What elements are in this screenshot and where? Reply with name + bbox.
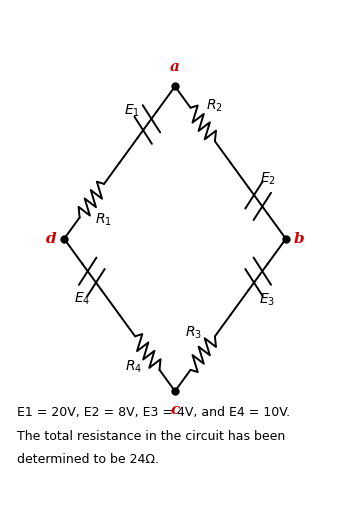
Text: $R_2$: $R_2$ bbox=[206, 98, 223, 114]
Text: b: b bbox=[293, 232, 304, 246]
Text: E1 = 20V, E2 = 8V, E3 = 4V, and E4 = 10V.: E1 = 20V, E2 = 8V, E3 = 4V, and E4 = 10V… bbox=[17, 406, 290, 419]
Text: determined to be 24Ω.: determined to be 24Ω. bbox=[17, 453, 159, 466]
Text: d: d bbox=[46, 232, 57, 246]
Text: $E_3$: $E_3$ bbox=[259, 292, 275, 308]
Text: $E_1$: $E_1$ bbox=[124, 102, 140, 119]
Text: $R_4$: $R_4$ bbox=[125, 359, 142, 375]
Text: $R_3$: $R_3$ bbox=[186, 325, 202, 341]
Text: a: a bbox=[170, 60, 180, 74]
Text: The total resistance in the circuit has been: The total resistance in the circuit has … bbox=[17, 430, 285, 442]
Text: c: c bbox=[170, 403, 180, 417]
Text: $E_4$: $E_4$ bbox=[74, 290, 90, 307]
Text: $R_1$: $R_1$ bbox=[95, 211, 112, 227]
Text: $E_2$: $E_2$ bbox=[260, 171, 276, 187]
